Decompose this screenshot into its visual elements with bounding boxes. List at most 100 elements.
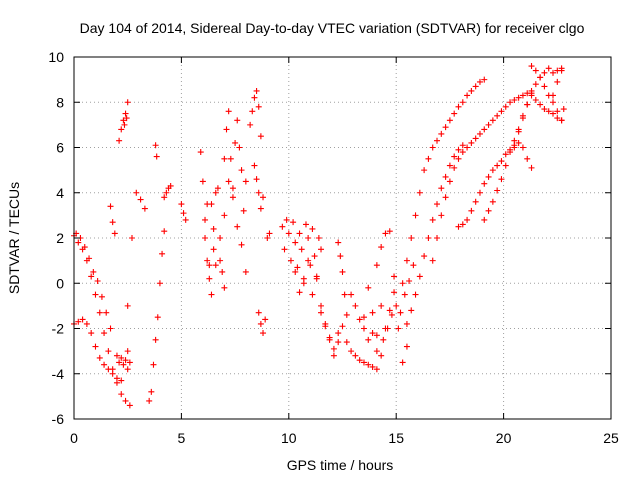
data-point <box>223 126 230 133</box>
y-tick-label: 6 <box>56 140 64 156</box>
data-point <box>123 115 130 122</box>
data-point <box>434 137 441 144</box>
data-point <box>83 320 90 327</box>
data-point <box>307 262 314 269</box>
data-point <box>541 106 548 113</box>
data-point <box>305 235 312 241</box>
x-tick-label: 5 <box>178 430 186 446</box>
data-point <box>208 291 215 298</box>
data-point <box>507 99 514 106</box>
data-point <box>126 402 133 409</box>
data-point <box>468 139 475 146</box>
data-point <box>343 339 350 346</box>
x-tick-label: 15 <box>388 430 404 446</box>
series-sat-d <box>113 348 133 373</box>
data-point <box>330 345 337 352</box>
data-point <box>133 189 140 196</box>
data-point <box>152 336 159 343</box>
data-point <box>234 223 241 230</box>
data-point <box>107 325 114 332</box>
data-point <box>388 311 395 318</box>
y-tick-label: -6 <box>52 411 65 427</box>
data-point <box>335 339 342 346</box>
data-point <box>101 330 108 337</box>
ticks: 0 5 10 15 20 25 -6 -4 -2 0 2 4 6 8 10 <box>48 49 619 446</box>
data-point <box>519 144 526 151</box>
data-point <box>386 228 393 235</box>
data-point <box>255 103 262 110</box>
data-point <box>296 230 303 237</box>
data-point <box>489 117 496 124</box>
data-point <box>412 291 419 298</box>
data-point <box>365 284 372 291</box>
series-sat-ah <box>511 92 565 151</box>
data-point <box>429 257 436 264</box>
data-point <box>118 126 125 133</box>
data-point <box>468 207 475 214</box>
data-point <box>532 81 539 88</box>
series-sat-x <box>348 291 385 359</box>
data-point <box>406 277 413 284</box>
data-point <box>92 343 99 350</box>
data-point <box>318 246 325 253</box>
data-point <box>438 130 445 137</box>
data-point <box>167 182 174 189</box>
data-point <box>378 302 385 309</box>
data-point <box>105 366 112 373</box>
data-point <box>560 106 567 113</box>
data-point <box>532 96 539 103</box>
data-point <box>161 194 168 201</box>
x-tick-label: 25 <box>603 430 619 446</box>
data-point <box>421 167 428 174</box>
y-tick-label: 0 <box>56 275 64 291</box>
data-point <box>348 291 355 298</box>
data-point <box>302 221 309 228</box>
data-point <box>137 196 144 203</box>
data-point <box>118 354 125 361</box>
data-point <box>264 235 271 241</box>
series-sat-z <box>380 262 417 343</box>
data-point <box>253 176 260 183</box>
data-point <box>257 133 264 140</box>
data-point <box>360 314 367 321</box>
data-point <box>528 63 535 70</box>
data-point <box>210 246 217 253</box>
data-point <box>382 230 389 237</box>
data-point <box>369 330 376 337</box>
data-point <box>290 219 297 226</box>
series-sat-t <box>279 216 325 282</box>
data-point <box>341 291 348 298</box>
data-point <box>511 137 518 144</box>
data-point <box>199 178 206 185</box>
data-point <box>242 268 249 275</box>
data-point <box>481 216 488 223</box>
data-point <box>498 108 505 115</box>
data-point <box>352 302 359 309</box>
data-point <box>541 83 548 90</box>
data-point <box>128 235 135 241</box>
data-point <box>481 180 488 187</box>
data-point <box>373 262 380 269</box>
data-point <box>229 194 236 201</box>
data-point <box>309 291 316 298</box>
data-point <box>156 280 163 287</box>
data-point <box>238 167 245 174</box>
data-point <box>446 117 453 124</box>
data-point <box>554 115 561 122</box>
series-sat-ai <box>550 67 567 113</box>
data-point <box>311 253 318 260</box>
data-point <box>116 359 123 366</box>
data-point <box>384 325 391 332</box>
data-point <box>360 359 367 366</box>
data-point <box>113 375 120 382</box>
data-point <box>330 352 337 359</box>
series-sat-p <box>247 87 264 140</box>
x-tick-label: 0 <box>70 430 78 446</box>
data-point <box>472 83 479 90</box>
data-point <box>455 155 462 162</box>
data-point <box>225 108 232 115</box>
data-point <box>397 309 404 316</box>
data-point <box>550 92 557 99</box>
data-point <box>485 121 492 128</box>
